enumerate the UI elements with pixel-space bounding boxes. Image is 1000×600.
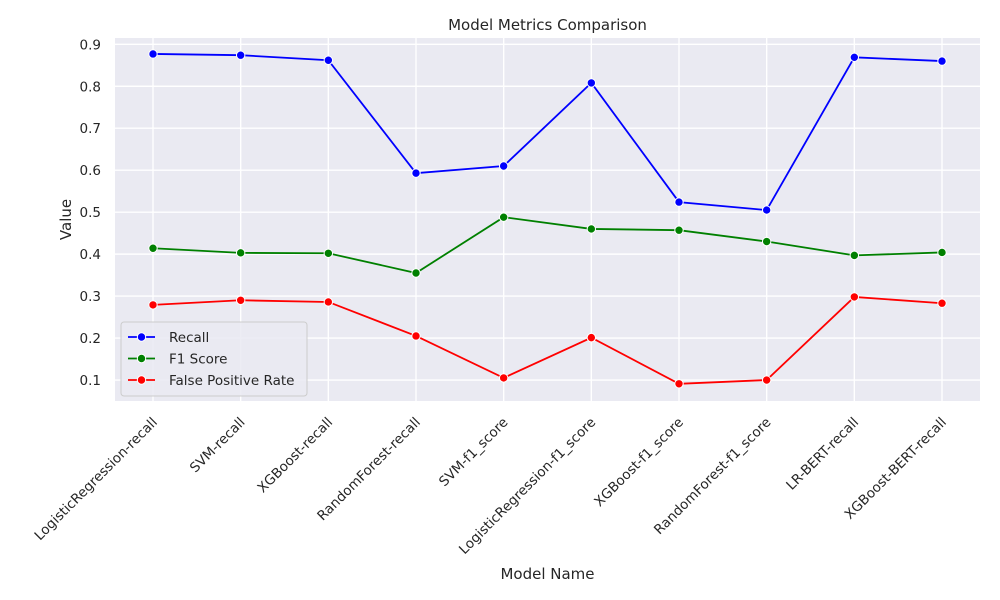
data-point bbox=[235, 248, 246, 258]
y-axis-ticks: 0.1 0.2 0.3 0.4 0.5 0.6 0.7 0.8 0.9 bbox=[80, 37, 101, 389]
series-group bbox=[148, 212, 947, 278]
legend-marker bbox=[136, 375, 147, 385]
data-point bbox=[498, 161, 509, 171]
data-point bbox=[411, 268, 421, 278]
data-point bbox=[148, 49, 158, 59]
data-point bbox=[937, 247, 947, 258]
series-line bbox=[152, 295, 943, 385]
data-point bbox=[849, 52, 860, 63]
data-point bbox=[849, 292, 860, 302]
y-tick-label: 0.8 bbox=[80, 79, 101, 95]
y-tick-label: 0.7 bbox=[80, 121, 101, 137]
x-tick-label: LR-BERT-recall bbox=[783, 415, 862, 494]
data-point bbox=[235, 50, 246, 60]
data-point bbox=[937, 298, 947, 308]
data-point bbox=[849, 250, 860, 261]
legend-marker bbox=[136, 353, 147, 364]
legend-marker bbox=[136, 332, 147, 342]
data-point bbox=[323, 248, 334, 258]
chart-title: Model Metrics Comparison bbox=[448, 16, 647, 34]
series-lines bbox=[148, 49, 947, 389]
data-point bbox=[498, 373, 509, 383]
x-axis-ticks: LogisticRegression-recall SVM-recall XGBoo… bbox=[32, 415, 950, 558]
data-point bbox=[674, 225, 684, 235]
data-point bbox=[411, 168, 421, 178]
data-point bbox=[761, 236, 772, 247]
legend: Recall F1 Score False Positive Rate bbox=[120, 321, 308, 397]
data-point bbox=[148, 300, 158, 310]
data-point bbox=[674, 379, 684, 389]
y-tick-label: 0.3 bbox=[80, 289, 101, 305]
y-tick-label: 0.2 bbox=[80, 331, 101, 347]
data-point bbox=[937, 56, 947, 66]
series-line bbox=[152, 53, 943, 212]
x-tick-label: XGBoost-recall bbox=[255, 415, 337, 497]
legend-label: Recall bbox=[169, 330, 209, 346]
x-axis-label: Model Name bbox=[500, 565, 594, 583]
data-point bbox=[148, 243, 158, 253]
series-group bbox=[148, 49, 947, 215]
y-tick-label: 0.4 bbox=[80, 247, 101, 263]
y-tick-label: 0.5 bbox=[80, 205, 101, 221]
data-point bbox=[586, 224, 597, 234]
x-tick-label: XGBoost-f1_score bbox=[591, 415, 687, 511]
data-point bbox=[586, 332, 597, 343]
data-point bbox=[411, 331, 421, 341]
y-tick-label: 0.1 bbox=[80, 373, 101, 389]
legend-label: False Positive Rate bbox=[169, 373, 294, 389]
data-point bbox=[761, 375, 772, 385]
data-point bbox=[761, 205, 772, 215]
y-tick-label: 0.6 bbox=[80, 163, 101, 179]
legend-label: F1 Score bbox=[169, 352, 227, 368]
series-line bbox=[152, 216, 943, 274]
data-point bbox=[586, 78, 597, 88]
x-tick-label: SVM-recall bbox=[187, 415, 249, 477]
data-point bbox=[323, 297, 334, 307]
data-point bbox=[235, 295, 246, 305]
x-tick-label: XGBoost-BERT-recall bbox=[842, 415, 950, 523]
y-axis-label: Value bbox=[57, 199, 75, 240]
legend-box bbox=[120, 321, 308, 397]
y-tick-label: 0.9 bbox=[80, 37, 101, 53]
series-group bbox=[148, 292, 947, 389]
data-point bbox=[323, 55, 334, 65]
x-tick-label: LogisticRegression-recall bbox=[32, 415, 161, 544]
data-point bbox=[674, 197, 684, 207]
x-tick-label: SVM-f1_score bbox=[436, 415, 511, 490]
data-point bbox=[498, 212, 509, 222]
